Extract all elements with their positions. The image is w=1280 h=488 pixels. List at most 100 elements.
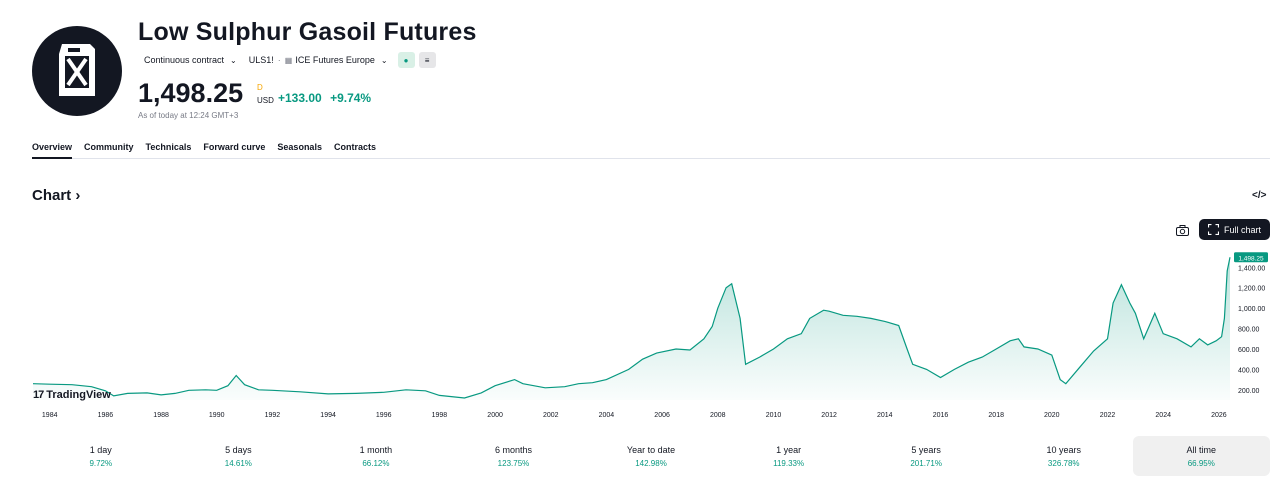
y-tick-label: 400.00 (1238, 367, 1260, 374)
x-tick-label: 1986 (98, 412, 114, 419)
y-tick-label: 1,200.00 (1238, 286, 1265, 293)
perf-label: 1 day (89, 444, 112, 455)
perf-label: 10 years (1046, 444, 1081, 455)
y-tick-label: 1,400.00 (1238, 265, 1265, 272)
snapshot-button[interactable] (1172, 221, 1192, 239)
y-tick-label: 1,000.00 (1238, 306, 1265, 313)
perf-6-months[interactable]: 6 months 123.75% (445, 436, 583, 476)
data-status-button[interactable]: ≡ (418, 52, 436, 68)
jerrycan-icon (59, 44, 95, 96)
tab-forward-curve[interactable]: Forward curve (203, 142, 266, 152)
page-title: Low Sulphur Gasoil Futures (138, 18, 477, 46)
perf-5-days[interactable]: 5 days 14.61% (170, 436, 308, 476)
price-change: +133.00 +9.74% (278, 91, 371, 105)
x-tick-label: 1998 (432, 412, 448, 419)
last-price-tag-label: 1,498.25 (1238, 255, 1264, 262)
perf-label: Year to date (626, 444, 676, 455)
realtime-marker: D (257, 83, 263, 92)
perf-1-month[interactable]: 1 month 66.12% (307, 436, 445, 476)
perf-label: 1 year (776, 444, 802, 455)
x-tick-label: 1990 (209, 412, 225, 419)
full-chart-button[interactable]: Full chart (1199, 219, 1270, 240)
x-tick-label: 1992 (265, 412, 281, 419)
separator-dot: · (277, 55, 281, 65)
y-axis: 200.00 400.00 600.00 800.00 1,000.00 1,200.00… (1238, 265, 1265, 395)
perf-value: 66.12% (362, 458, 390, 468)
watermark-text: TradingView (46, 389, 111, 401)
perf-label: 6 months (494, 444, 532, 455)
y-tick-label: 200.00 (1238, 388, 1260, 395)
price-area-chart[interactable]: 200.00 400.00 600.00 800.00 1,000.00 1,200.00… (0, 245, 1280, 425)
camera-icon (1175, 224, 1189, 236)
market-open-status-button[interactable]: ● (397, 52, 415, 68)
perf-label: 1 month (359, 444, 393, 455)
perf-value: 201.71% (910, 458, 942, 468)
fullscreen-icon (1207, 224, 1219, 235)
perf-1-year[interactable]: 1 year 119.33% (720, 436, 858, 476)
symbol-meta-row: Continuous contract ⌄ ULS1! · ▦ ICE Futu… (138, 52, 436, 68)
tab-seasonals[interactable]: Seasonals (277, 142, 322, 152)
change-absolute: +133.00 (278, 91, 322, 105)
x-tick-label: 2024 (1155, 412, 1171, 419)
perf-value: 142.98% (635, 458, 667, 468)
price-series-line (32, 257, 1231, 399)
perf-value: 123.75% (497, 458, 530, 468)
symbol-tabs: Overview Community Technicals Forward cu… (32, 142, 1270, 159)
tab-overview[interactable]: Overview (32, 142, 73, 159)
x-tick-label: 2012 (821, 412, 837, 419)
x-tick-label: 2020 (1044, 412, 1060, 419)
x-axis: 1984 1986 1988 1990 1992 1994 1996 1998 2000 2002… (42, 412, 1227, 419)
perf-year-to-date[interactable]: Year to date 142.98% (582, 436, 720, 476)
exchange-selector[interactable]: ULS1! · ▦ ICE Futures Europe ⌄ (243, 52, 394, 68)
contract-label: Continuous contract (144, 55, 225, 65)
performance-strip: 1 day 9.72% 5 days 14.61% 1 month 66.12%… (32, 436, 1271, 476)
exchange-name: ICE Futures Europe (295, 55, 375, 65)
perf-5-years[interactable]: 5 years 201.71% (857, 436, 995, 476)
tradingview-logo-icon: 17 (33, 389, 44, 401)
x-tick-label: 2002 (543, 412, 559, 419)
last-price-tag (1234, 252, 1268, 263)
x-tick-label: 2018 (988, 412, 1004, 419)
x-tick-label: 2014 (877, 412, 893, 419)
y-tick-label: 600.00 (1238, 347, 1260, 354)
chart-heading-link[interactable]: Chart › (32, 187, 81, 204)
x-tick-label: 1984 (42, 412, 58, 419)
change-percent: +9.74% (330, 91, 372, 105)
symbol-logo (32, 26, 122, 116)
x-tick-label: 2026 (1211, 412, 1227, 419)
chevron-down-icon: ⌄ (380, 55, 388, 65)
contract-selector[interactable]: Continuous contract ⌄ (138, 52, 243, 68)
tab-technicals[interactable]: Technicals (145, 142, 192, 152)
last-price: 1,498.25 (138, 78, 244, 108)
x-tick-label: 2008 (710, 412, 726, 419)
x-tick-label: 2000 (487, 412, 503, 419)
symbol-ticker: ULS1! (248, 55, 274, 65)
perf-value: 119.33% (773, 458, 805, 468)
embed-code-icon[interactable]: </> (1252, 190, 1267, 201)
perf-value: 66.95% (1187, 458, 1215, 468)
perf-all-time[interactable]: All time 66.95% (1132, 436, 1271, 476)
price-area-fill (33, 257, 1230, 400)
x-tick-label: 2022 (1100, 412, 1116, 419)
x-tick-label: 2006 (654, 412, 670, 419)
x-tick-label: 2010 (766, 412, 782, 419)
perf-value: 326.78% (1047, 458, 1080, 468)
perf-label: All time (1186, 444, 1217, 455)
tab-contracts[interactable]: Contracts (333, 142, 376, 152)
perf-label: 5 years (911, 444, 941, 455)
perf-value: 9.72% (89, 458, 113, 468)
perf-1-day[interactable]: 1 day 9.72% (32, 436, 170, 476)
chevron-down-icon: ⌄ (230, 55, 237, 65)
perf-value: 14.61% (224, 458, 252, 468)
x-tick-label: 2004 (599, 412, 615, 419)
tab-community[interactable]: Community (84, 142, 134, 152)
x-tick-label: 1996 (376, 412, 392, 419)
as-of-timestamp: As of today at 12:24 GMT+3 (138, 111, 239, 120)
perf-label: 5 days (225, 444, 252, 455)
x-tick-label: 1988 (153, 412, 169, 419)
full-chart-label: Full chart (1223, 224, 1261, 235)
tradingview-watermark: 17 TradingView (33, 389, 111, 401)
price-currency: USD (257, 96, 274, 105)
x-tick-label: 1994 (320, 412, 336, 419)
perf-10-years[interactable]: 10 years 326.78% (995, 436, 1133, 476)
